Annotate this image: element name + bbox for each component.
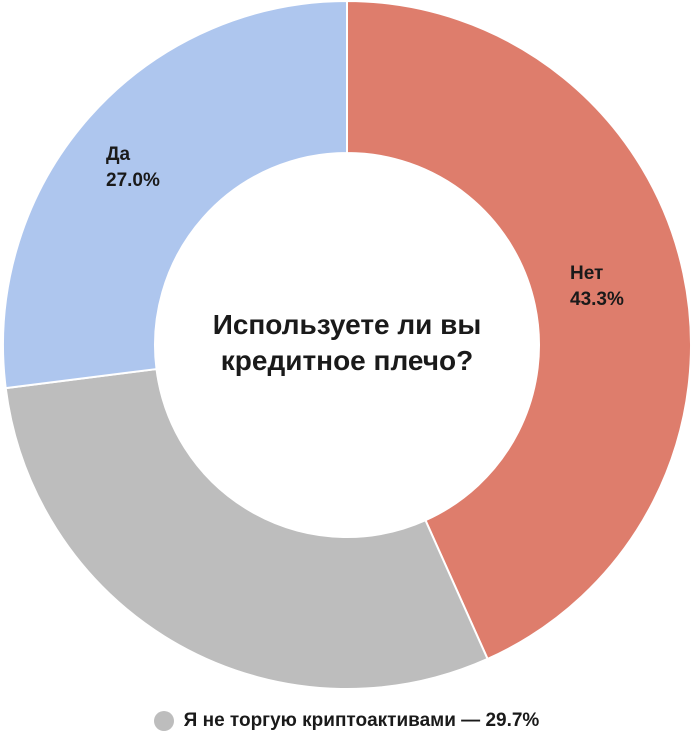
slice-label-da-name: Да <box>106 144 131 165</box>
center-title: Используете ли вы кредитное плечо? <box>213 309 482 376</box>
slice-no-trade <box>4 367 489 690</box>
slice-da <box>2 0 348 390</box>
slice-label-net-value: 43.3% <box>570 289 624 310</box>
donut-chart: Нет 43.3% Да 27.0% Используете ли вы кре… <box>2 0 692 690</box>
slice-label-net-name: Нет <box>570 263 603 284</box>
slice-label-da-value: 27.0% <box>106 170 160 191</box>
legend-dot-icon <box>153 711 174 731</box>
slice-net <box>346 0 692 661</box>
slice-labels: Нет 43.3% Да 27.0% <box>106 144 624 310</box>
center-title-line-1: Используете ли вы <box>213 309 482 340</box>
legend: Я не торгую криптоактивами — 29.7% <box>0 710 693 732</box>
legend-text: Я не торгую криптоактивами — 29.7% <box>183 710 540 731</box>
center-title-line-2: кредитное плечо? <box>221 345 473 376</box>
donut-slices <box>2 0 692 690</box>
